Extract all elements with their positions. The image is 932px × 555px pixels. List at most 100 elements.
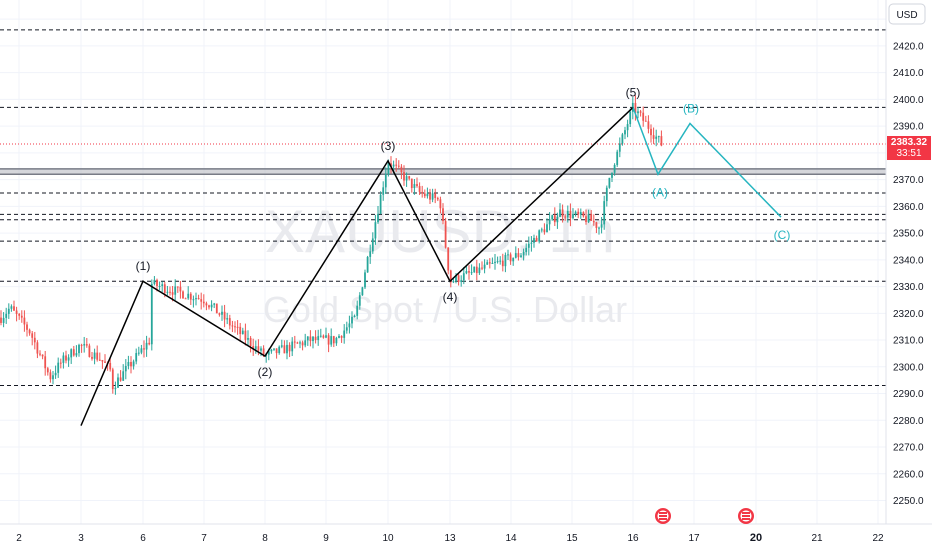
candle-body (83, 344, 86, 346)
economic-event-icon[interactable] (738, 508, 754, 524)
economic-event-icon[interactable] (655, 508, 671, 524)
time-axis-label: 6 (140, 533, 146, 544)
candle-body (306, 336, 309, 341)
candle-body (377, 213, 379, 223)
candle-body (546, 224, 548, 233)
candle-body (416, 184, 418, 187)
candle-body (137, 352, 140, 354)
candle-body (598, 227, 600, 229)
candle-body (626, 124, 629, 131)
candle-body (70, 349, 73, 358)
currency-label: USD (896, 10, 917, 21)
candle-body (426, 193, 429, 197)
candle-body (431, 193, 434, 200)
corrective-projection[interactable]: (A) (B) (C) (632, 101, 790, 242)
candle-body (548, 219, 551, 225)
candle-body (184, 298, 187, 300)
candle-body (384, 174, 387, 188)
price-axis-label: 2350.0 (893, 229, 924, 240)
time-axis-label: 20 (750, 532, 762, 544)
candle-body (93, 352, 96, 359)
candle-body (291, 341, 294, 352)
candle-body (5, 313, 8, 318)
candle-body (98, 359, 101, 361)
candle-body (59, 362, 62, 364)
candle-body (332, 336, 335, 344)
candle-body (257, 346, 260, 351)
candle-body (262, 348, 265, 356)
candle-body (442, 208, 444, 222)
elliott-wave-line[interactable] (80, 106, 634, 426)
candle-body (543, 229, 546, 233)
candle-body (525, 247, 528, 253)
candle-body (345, 327, 348, 331)
price-axis-label: 2250.0 (893, 496, 924, 507)
candle-body (54, 372, 57, 376)
wave-label: (2) (258, 365, 273, 379)
elliott-wave[interactable]: (1) (2) (3) (4) (5) (80, 85, 641, 426)
candle-body (150, 283, 153, 345)
price-tag: 2383.32 33:51 (887, 136, 931, 161)
time-axis-label: 21 (811, 533, 823, 544)
candle-body (260, 348, 262, 351)
wave-label: (5) (626, 85, 641, 99)
candle-body (517, 253, 520, 258)
candle-body (296, 342, 299, 344)
time-axis-label: 8 (262, 533, 268, 544)
candle-body (228, 318, 231, 326)
candle-body (644, 120, 647, 122)
candle-body (387, 163, 390, 175)
candle-body (0, 317, 2, 323)
price-axis[interactable] (886, 0, 932, 524)
candle-body (213, 303, 216, 305)
candle-body (195, 298, 197, 300)
candle-body (647, 121, 650, 129)
candle-body (330, 336, 333, 345)
candle-body (2, 317, 5, 323)
candle-body (478, 267, 481, 274)
candle-body (239, 326, 242, 335)
candle-body (20, 315, 23, 318)
price-axis-label: 2320.0 (893, 309, 924, 320)
candle-body (254, 346, 257, 350)
candle-body (434, 193, 437, 199)
candle-body (101, 359, 104, 362)
candle-body (13, 306, 15, 311)
candle-body (572, 213, 574, 219)
candle-body (327, 335, 330, 345)
candle-body (244, 330, 247, 340)
time-axis-label: 3 (78, 533, 84, 544)
candle-body (499, 260, 502, 262)
candle-body (299, 342, 301, 344)
candle-body (481, 267, 483, 269)
projection-line[interactable] (632, 107, 782, 218)
candle-body (41, 354, 44, 357)
candle-body (514, 253, 517, 258)
candle-body (223, 311, 226, 320)
candle-body (652, 135, 655, 139)
currency-button[interactable] (888, 3, 926, 25)
candle-body (119, 377, 122, 381)
candle-body (468, 271, 470, 273)
time-axis[interactable] (0, 524, 932, 550)
candle-body (135, 353, 138, 362)
time-axis-label: 17 (688, 533, 700, 544)
price-axis-ticks: 2250.0 2260.0 2270.0 2280.0 2290.0 2300.0 2310… (893, 15, 924, 507)
candle-body (400, 166, 403, 173)
candle-body (283, 345, 286, 354)
candle-body (577, 211, 580, 215)
candle-body (473, 266, 476, 273)
candle-body (361, 287, 364, 296)
candle-body (221, 311, 223, 315)
candle-body (613, 164, 616, 173)
time-axis-label: 13 (444, 533, 456, 544)
candle-body (208, 305, 210, 308)
candle-body (62, 355, 65, 363)
candle-body (564, 216, 567, 218)
candle-body (280, 345, 283, 347)
candle-body (57, 362, 60, 373)
candle-body (379, 194, 382, 214)
candle-body (104, 361, 106, 363)
candles (0, 95, 663, 395)
